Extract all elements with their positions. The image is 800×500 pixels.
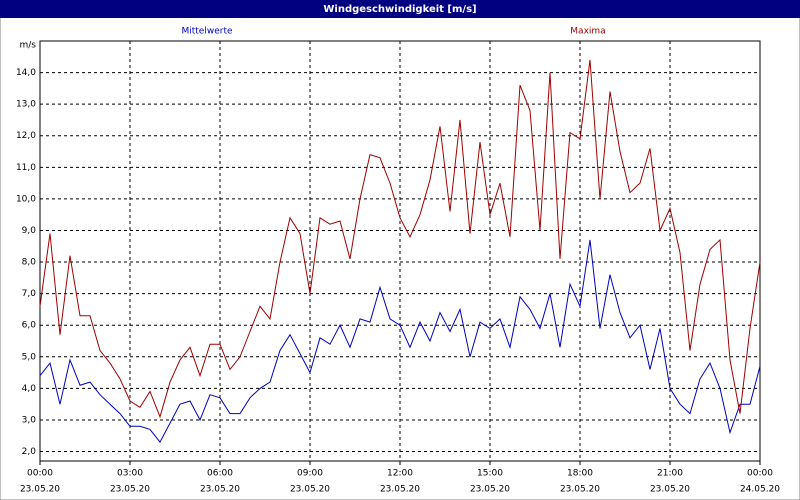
series-line — [39, 59, 761, 419]
y-tick-label: 5,0 — [22, 352, 37, 362]
x-tick-label: 00:00 — [27, 469, 53, 479]
x-tick-date: 23.05.20 — [290, 485, 330, 495]
legend-label: Mittelwerte — [181, 27, 232, 37]
x-tick-date: 23.05.20 — [560, 485, 600, 495]
y-tick-label: 13,0 — [16, 100, 36, 110]
y-tick-label: 9,0 — [22, 226, 37, 236]
x-tick-label: 09:00 — [297, 469, 323, 479]
legend-label: Maxima — [570, 27, 605, 37]
x-tick-label: 03:00 — [117, 469, 143, 479]
x-tick-date: 24.05.20 — [740, 485, 780, 495]
y-tick-label: 8,0 — [22, 258, 37, 268]
x-tick-label: 12:00 — [387, 469, 413, 479]
y-axis-label: m/s — [20, 41, 37, 51]
title-bar — [0, 0, 800, 18]
y-tick-label: 14,0 — [16, 68, 36, 78]
x-tick-label: 18:00 — [567, 469, 593, 479]
y-tick-label: 10,0 — [16, 194, 36, 204]
y-tick-label: 12,0 — [16, 131, 36, 141]
series-line — [39, 239, 761, 444]
y-tick-label: 2,0 — [22, 447, 37, 457]
y-tick-label: 3,0 — [22, 415, 37, 425]
x-tick-label: 15:00 — [477, 469, 503, 479]
y-tick-label: 4,0 — [22, 384, 37, 394]
x-tick-date: 23.05.20 — [20, 485, 60, 495]
x-tick-date: 23.05.20 — [380, 485, 420, 495]
x-tick-label: 06:00 — [207, 469, 233, 479]
x-tick-label: 21:00 — [657, 469, 683, 479]
chart-title: Windgeschwindigkeit [m/s] — [323, 4, 476, 15]
x-tick-date: 23.05.20 — [110, 485, 150, 495]
y-tick-label: 7,0 — [22, 289, 37, 299]
x-tick-date: 23.05.20 — [200, 485, 240, 495]
x-tick-date: 23.05.20 — [470, 485, 510, 495]
x-tick-label: 00:00 — [747, 469, 773, 479]
y-tick-label: 11,0 — [16, 163, 36, 173]
x-tick-date: 23.05.20 — [650, 485, 690, 495]
y-tick-label: 6,0 — [22, 321, 37, 331]
